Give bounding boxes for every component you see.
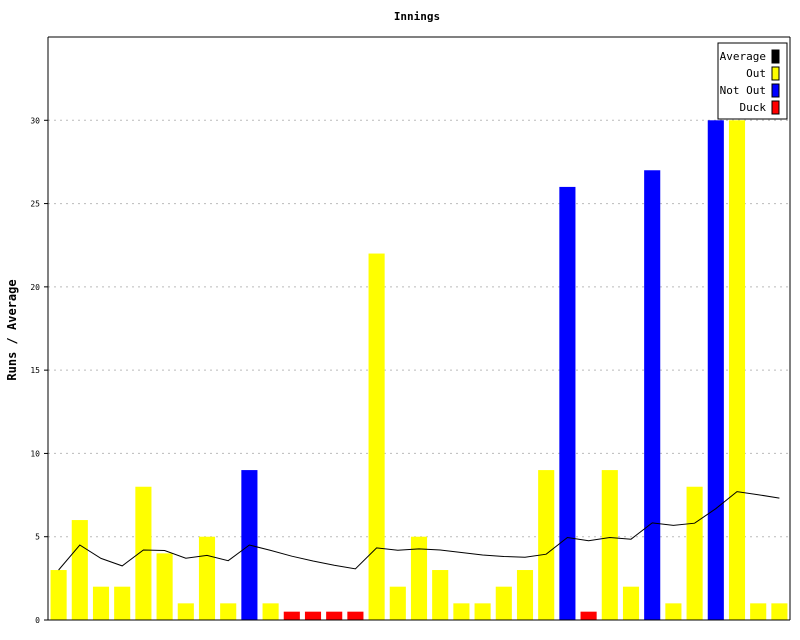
legend-swatch [771, 66, 780, 81]
y-tick-label: 10 [30, 449, 40, 458]
y-tick-label: 30 [30, 116, 40, 125]
bar-out [410, 536, 428, 620]
axes [47, 36, 791, 621]
bar-out [601, 470, 618, 620]
bar-duck [580, 611, 597, 620]
bar-out [114, 586, 131, 620]
legend-swatch [771, 49, 780, 64]
bar-out [516, 570, 534, 620]
legend-swatch [771, 100, 780, 115]
bar-out [538, 470, 555, 620]
legend-swatch [771, 83, 780, 98]
legend-label: Duck [740, 101, 767, 114]
bar-out [771, 603, 788, 620]
bar-not-out [707, 120, 724, 621]
legend-label: Out [746, 67, 766, 80]
bars [50, 120, 788, 621]
bar-out [728, 120, 746, 621]
bar-out [686, 486, 703, 620]
bar-out [71, 520, 88, 620]
bar-out [495, 586, 512, 620]
bar-out [198, 536, 216, 620]
y-tick-label: 20 [30, 283, 40, 292]
bar-out [665, 603, 682, 620]
bar-duck [283, 611, 300, 620]
y-tick-labels: 0 5 10 15 20 25 30 [30, 116, 48, 625]
bar-out [262, 603, 279, 620]
legend: Average Out Not Out Duck [717, 42, 788, 120]
bar-out [220, 603, 237, 620]
grid-lines [48, 119, 790, 538]
y-axis-label: Runs / Average [5, 279, 19, 380]
bar-duck [326, 611, 343, 620]
bar-out [474, 603, 491, 620]
legend-label: Average [720, 50, 766, 63]
bar-out [368, 253, 385, 621]
bar-out [135, 486, 152, 620]
y-tick-label: 5 [35, 533, 40, 542]
bar-out [50, 570, 67, 620]
y-tick-label: 0 [35, 616, 40, 625]
bar-out [389, 586, 406, 620]
average-line-group [58, 491, 780, 571]
chart-title: Innings [394, 10, 440, 23]
bar-out [453, 603, 470, 620]
bar-duck [304, 611, 322, 620]
y-tick-label: 15 [30, 366, 40, 375]
bar-out [92, 586, 110, 620]
y-tick-label: 25 [30, 200, 40, 209]
bar-out [177, 603, 194, 620]
bar-out [156, 553, 173, 620]
legend-label: Not Out [720, 84, 766, 97]
bar-out [750, 603, 767, 620]
bar-out [432, 570, 449, 620]
bar-out [622, 586, 640, 620]
bar-not-out [559, 186, 576, 620]
average-line [58, 491, 780, 571]
bar-duck [347, 611, 364, 620]
bar-not-out [644, 170, 661, 620]
